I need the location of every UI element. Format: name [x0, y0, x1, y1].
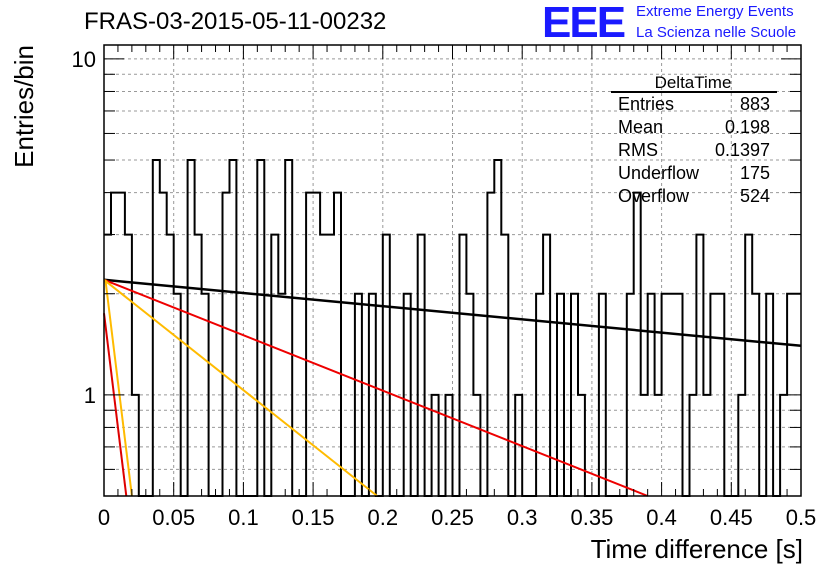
y-tick-label: 10 — [72, 47, 96, 72]
fit-curve-red-steep — [103, 313, 128, 497]
x-tick-label: 0.15 — [292, 505, 335, 530]
chart-title: FRAS-03-2015-05-11-00232 — [84, 8, 387, 35]
stats-label: Entries — [618, 94, 674, 114]
stats-box: DeltaTime Entries 883 Mean 0.198 RMS 0.1397 Un… — [611, 73, 777, 206]
stats-label: Overflow — [618, 186, 690, 206]
x-tick-label: 0.25 — [431, 505, 474, 530]
x-tick-label: 0.5 — [786, 505, 817, 530]
x-tick-label: 0.1 — [228, 505, 259, 530]
logo-line-1: Extreme Energy Events — [636, 3, 794, 20]
fit-curve-orange-steep — [104, 279, 133, 497]
fit-curve-black — [103, 278, 802, 348]
axis-ticks — [103, 45, 802, 497]
eee-logo: EEE — [542, 0, 626, 47]
x-tick-label: 0.45 — [710, 505, 753, 530]
stats-value: 883 — [740, 94, 770, 114]
x-tick-label: 0.2 — [368, 505, 399, 530]
logo-line-2: La Scienza nelle Scuole — [636, 24, 797, 41]
x-tick-label: 0.4 — [646, 505, 677, 530]
x-tick-label: 0.05 — [152, 505, 195, 530]
y-tick-label: 1 — [84, 383, 96, 408]
x-tick-label: 0 — [98, 505, 110, 530]
stats-value: 524 — [740, 186, 770, 206]
y-axis-label: Entries/bin — [9, 45, 39, 168]
tick-labels: 0 0.05 0.1 0.15 0.2 0.25 0.3 0.35 0.4 0.45 0.5 1 10 — [72, 47, 817, 530]
fit-curve-orange — [103, 279, 378, 497]
x-axis-label: Time difference [s] — [591, 534, 803, 564]
stats-name: DeltaTime — [655, 73, 732, 92]
fit-curve-red — [103, 278, 649, 497]
stats-label: Mean — [618, 117, 663, 137]
stats-value: 0.1397 — [715, 140, 770, 160]
stats-label: Underflow — [618, 163, 700, 183]
x-tick-label: 0.35 — [570, 505, 613, 530]
stats-value: 0.198 — [725, 117, 770, 137]
x-tick-label: 0.3 — [507, 505, 538, 530]
fit-curves — [103, 278, 802, 497]
stats-label: RMS — [618, 140, 658, 160]
stats-value: 175 — [740, 163, 770, 183]
